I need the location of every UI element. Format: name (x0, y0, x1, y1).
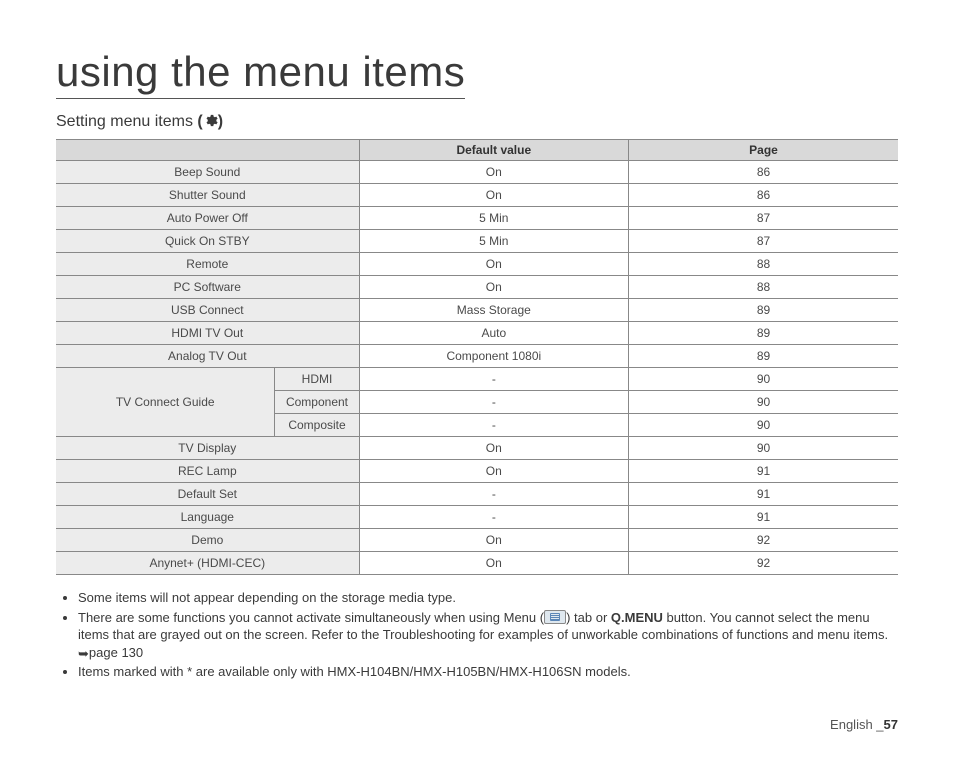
table-row: Quick On STBY5 Min87 (56, 230, 898, 253)
footer-language: English (830, 717, 876, 732)
cell-name: HDMI TV Out (56, 322, 359, 345)
cell-page: 86 (629, 184, 898, 207)
table-row: Auto Power Off5 Min87 (56, 207, 898, 230)
cell-page: 87 (629, 230, 898, 253)
cell-page: 91 (629, 506, 898, 529)
cell-default: Mass Storage (359, 299, 628, 322)
cell-default: On (359, 161, 628, 184)
table-row: Language-91 (56, 506, 898, 529)
cell-default: - (359, 391, 628, 414)
cell-default: - (359, 483, 628, 506)
menu-icon (544, 610, 566, 624)
col-header-default: Default value (359, 140, 628, 161)
cell-page: 92 (629, 529, 898, 552)
cell-default: On (359, 529, 628, 552)
table-row: RemoteOn88 (56, 253, 898, 276)
cell-page: 90 (629, 391, 898, 414)
qmenu-label: Q.MENU (611, 610, 663, 625)
cell-page: 90 (629, 437, 898, 460)
cell-name: Default Set (56, 483, 359, 506)
cell-default: - (359, 368, 628, 391)
cell-default: - (359, 414, 628, 437)
page-footer: English _57 (830, 717, 898, 732)
table-row: PC SoftwareOn88 (56, 276, 898, 299)
footer-sep: _ (876, 717, 883, 732)
cell-default: Auto (359, 322, 628, 345)
gear-icon (203, 113, 218, 128)
table-row: Default Set-91 (56, 483, 898, 506)
col-header-page: Page (629, 140, 898, 161)
page-title: using the menu items (56, 48, 465, 99)
note-item: Items marked with * are available only w… (78, 663, 894, 681)
cell-default: On (359, 276, 628, 299)
cell-page: 90 (629, 414, 898, 437)
note-text: There are some functions you cannot acti… (78, 610, 544, 625)
cell-default: On (359, 253, 628, 276)
table-row: TV Connect Guide HDMI - 90 (56, 368, 898, 391)
cell-page: 91 (629, 460, 898, 483)
cell-default: Component 1080i (359, 345, 628, 368)
section-subtitle: Setting menu items () (56, 113, 898, 131)
table-header-row: Default value Page (56, 140, 898, 161)
cell-default: On (359, 552, 628, 575)
cell-page: 89 (629, 322, 898, 345)
cell-name: REC Lamp (56, 460, 359, 483)
note-text: Some items will not appear depending on … (78, 590, 456, 605)
cell-default: On (359, 437, 628, 460)
cell-name: Quick On STBY (56, 230, 359, 253)
note-text: are available only with HMX-H104BN/HMX-H… (192, 664, 631, 679)
table-row: HDMI TV OutAuto89 (56, 322, 898, 345)
cell-name: TV Display (56, 437, 359, 460)
table-row: DemoOn92 (56, 529, 898, 552)
cell-name: Anynet+ (HDMI-CEC) (56, 552, 359, 575)
cell-sub: HDMI (275, 368, 359, 391)
cell-name: Auto Power Off (56, 207, 359, 230)
cell-page: 91 (629, 483, 898, 506)
cell-group-name: TV Connect Guide (56, 368, 275, 437)
cell-sub: Component (275, 391, 359, 414)
note-text: Items marked with (78, 664, 187, 679)
cell-name: Analog TV Out (56, 345, 359, 368)
cell-page: 86 (629, 161, 898, 184)
cell-name: Beep Sound (56, 161, 359, 184)
note-text: ) tab or (566, 610, 611, 625)
footer-page-number: 57 (884, 717, 898, 732)
cell-page: 89 (629, 299, 898, 322)
cell-page: 89 (629, 345, 898, 368)
table-row: Analog TV OutComponent 1080i89 (56, 345, 898, 368)
cell-page: 90 (629, 368, 898, 391)
col-header-name (56, 140, 359, 161)
cell-page: 88 (629, 276, 898, 299)
cell-name: Language (56, 506, 359, 529)
table-row: USB ConnectMass Storage89 (56, 299, 898, 322)
cell-sub: Composite (275, 414, 359, 437)
notes-list: Some items will not appear depending on … (56, 589, 898, 681)
cell-name: PC Software (56, 276, 359, 299)
cell-default: On (359, 460, 628, 483)
manual-page: using the menu items Setting menu items … (0, 0, 954, 766)
cell-page: 87 (629, 207, 898, 230)
cell-page: 88 (629, 253, 898, 276)
cell-name: Remote (56, 253, 359, 276)
cell-default: 5 Min (359, 230, 628, 253)
table-row: Beep SoundOn86 (56, 161, 898, 184)
note-item: Some items will not appear depending on … (78, 589, 894, 607)
table-row: Shutter SoundOn86 (56, 184, 898, 207)
note-item: There are some functions you cannot acti… (78, 609, 894, 662)
settings-table: Default value Page Beep SoundOn86 Shutte… (56, 139, 898, 575)
cell-name: Demo (56, 529, 359, 552)
cell-default: 5 Min (359, 207, 628, 230)
cell-name: Shutter Sound (56, 184, 359, 207)
table-row: REC LampOn91 (56, 460, 898, 483)
table-row: TV DisplayOn90 (56, 437, 898, 460)
table-row: Anynet+ (HDMI-CEC)On92 (56, 552, 898, 575)
cell-default: On (359, 184, 628, 207)
subtitle-text: Setting menu items (56, 113, 197, 130)
cell-default: - (359, 506, 628, 529)
note-text: page 130 (89, 645, 143, 660)
cell-page: 92 (629, 552, 898, 575)
paren-close: ) (218, 113, 223, 130)
page-arrow-icon: ➥ (78, 645, 89, 663)
cell-name: USB Connect (56, 299, 359, 322)
